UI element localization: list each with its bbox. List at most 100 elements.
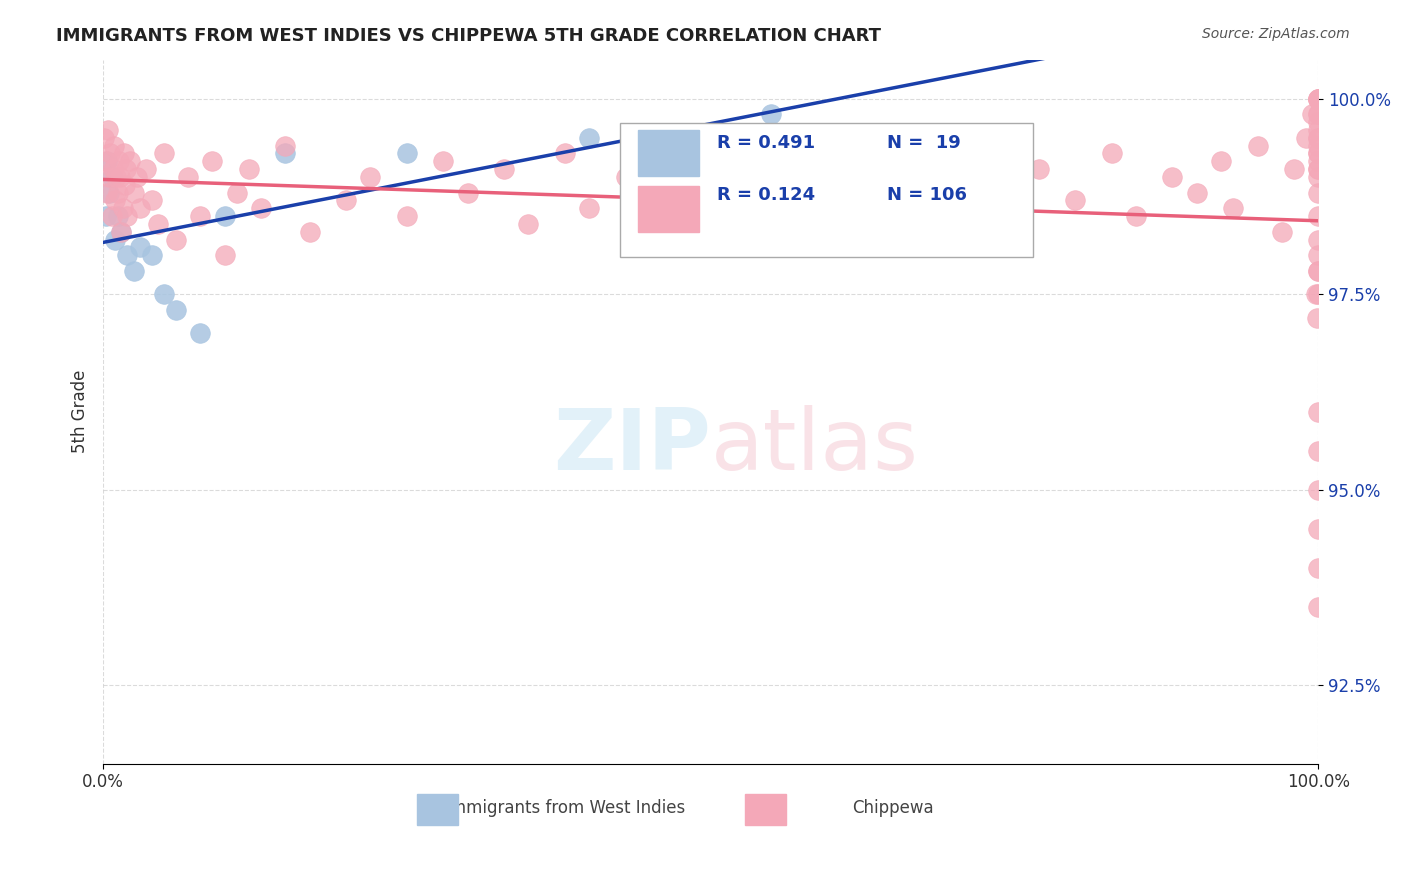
Point [494,162,516,177]
FancyBboxPatch shape [416,794,458,825]
Point [1028,162,1050,177]
Point [238,162,260,177]
Point [1125,209,1147,223]
Point [1004,217,1026,231]
Point [1308,209,1330,223]
Text: R = 0.124: R = 0.124 [717,186,815,204]
Point [1308,138,1330,153]
Point [1308,287,1330,301]
Point [1308,248,1330,262]
Point [1301,107,1323,121]
Point [214,209,236,223]
Point [141,194,163,208]
Text: N = 106: N = 106 [887,186,967,204]
FancyBboxPatch shape [745,794,786,825]
Point [1282,162,1305,177]
Point [1308,115,1330,129]
Text: N =  19: N = 19 [887,134,960,152]
Point [1308,107,1330,121]
Point [1308,443,1330,458]
Point [432,154,454,169]
Point [274,146,297,161]
Point [761,209,783,223]
Point [1222,201,1244,215]
Point [118,154,141,169]
Point [1209,154,1232,169]
Point [153,146,176,161]
Point [93,131,115,145]
Point [578,201,600,215]
Point [188,326,211,341]
Point [1308,131,1330,145]
Point [1246,138,1268,153]
Point [122,264,145,278]
Point [821,186,844,200]
Point [1308,264,1330,278]
Point [1308,92,1330,106]
Point [675,138,697,153]
Point [104,194,127,208]
Point [104,233,127,247]
Point [101,162,124,177]
Point [115,162,138,177]
Point [1308,186,1330,200]
Text: ZIP: ZIP [553,405,710,488]
Point [1308,233,1330,247]
Point [395,146,418,161]
Point [96,154,118,169]
Point [100,146,122,161]
Point [359,169,381,184]
Point [457,186,479,200]
Point [1271,225,1294,239]
Point [1185,186,1208,200]
Point [127,169,149,184]
Point [1308,405,1330,419]
Point [1306,264,1329,278]
Point [177,169,200,184]
Point [1308,600,1330,615]
Point [128,201,150,215]
Point [100,209,122,223]
Point [942,201,965,215]
Point [554,146,576,161]
Point [110,225,132,239]
Point [135,162,157,177]
Point [108,169,131,184]
Point [188,209,211,223]
Point [108,154,131,169]
Point [1308,123,1330,137]
Point [128,240,150,254]
Point [107,186,129,200]
Point [918,131,941,145]
Point [298,225,321,239]
FancyBboxPatch shape [638,130,699,176]
Point [117,209,139,223]
Point [967,154,990,169]
Point [1295,131,1317,145]
Point [1064,194,1087,208]
Point [94,209,117,223]
Point [225,186,247,200]
Point [761,107,783,121]
Point [1101,146,1123,161]
Point [97,123,120,137]
Text: atlas: atlas [710,405,918,488]
Point [1305,287,1327,301]
Point [1306,146,1329,161]
FancyBboxPatch shape [638,186,699,232]
Point [335,194,357,208]
Point [1308,561,1330,575]
Point [1308,522,1330,536]
Text: Chippewa: Chippewa [852,799,934,817]
Point [98,186,121,200]
FancyBboxPatch shape [620,123,1033,257]
Point [1308,483,1330,497]
Point [165,302,187,317]
Point [201,154,224,169]
Point [638,233,661,247]
Point [1308,154,1330,169]
Point [165,233,187,247]
Point [94,154,117,169]
Point [274,138,297,153]
Point [105,169,128,184]
